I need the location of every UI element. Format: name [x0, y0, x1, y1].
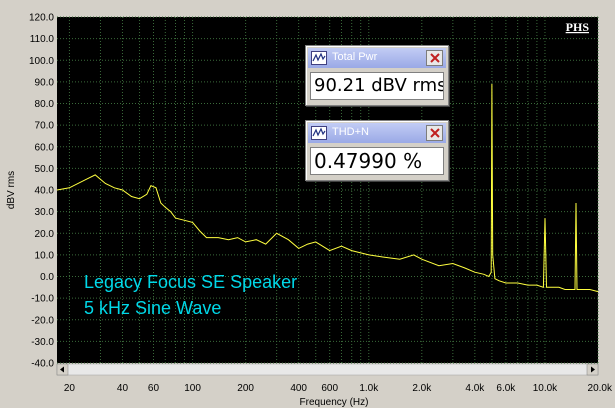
x-tick-label: 10.0k [533, 383, 558, 394]
y-tick-label: 80.0 [35, 99, 55, 110]
x-tick-label: 400 [290, 383, 307, 394]
close-icon [430, 53, 440, 63]
arrow-right-icon [591, 366, 595, 373]
meter-titlebar[interactable]: THD+N [308, 123, 446, 143]
close-button[interactable] [426, 50, 443, 66]
y-tick-label: 0.0 [40, 272, 54, 283]
y-tick-label: -20.0 [31, 315, 54, 326]
x-tick-label: 20 [64, 383, 76, 394]
close-button[interactable] [426, 125, 443, 141]
y-tick-label: 110.0 [30, 34, 55, 45]
horizontal-scrollbar[interactable] [56, 363, 599, 376]
thd-n-meter[interactable]: THD+N 0.47990 % [305, 120, 449, 181]
y-tick-label: 100.0 [29, 56, 54, 67]
total-power-meter[interactable]: Total Pwr 90.21 dBV rms [305, 45, 449, 106]
y-tick-label: 70.0 [35, 121, 55, 132]
x-tick-label: 2.0k [412, 383, 432, 394]
y-tick-label: -10.0 [31, 294, 54, 305]
meter-value: 0.47990 % [310, 147, 444, 175]
y-tick-label: 120.0 [29, 13, 54, 24]
x-tick-label: 40 [117, 383, 129, 394]
waveform-icon [311, 126, 327, 140]
y-tick-label: 40.0 [35, 186, 55, 197]
arrow-left-icon [60, 366, 64, 373]
y-axis: 120.0 110.0 100.0 90.0 80.0 70.0 60.0 50.0 40.0 3… [29, 13, 54, 370]
annotation-line-2: 5 kHz Sine Wave [84, 298, 221, 318]
meter-title: Total Pwr [332, 51, 378, 63]
x-axis-title: Frequency (Hz) [300, 397, 369, 408]
x-axis: 20 40 60 100 200 400 600 1.0k 2.0k 4.0k 6.0k 10.0k 2… [64, 383, 613, 394]
meter-value: 90.21 dBV rms [310, 72, 444, 100]
x-tick-label: 1.0k [359, 383, 379, 394]
x-tick-label: 600 [321, 383, 338, 394]
y-tick-label: 10.0 [35, 250, 55, 261]
phs-badge: PHS [566, 20, 590, 34]
y-tick-label: -40.0 [31, 359, 54, 370]
x-tick-label: 100 [184, 383, 201, 394]
y-tick-label: 50.0 [35, 164, 55, 175]
y-tick-label: 90.0 [35, 77, 55, 88]
meter-titlebar[interactable]: Total Pwr [308, 48, 446, 68]
close-icon [430, 128, 440, 138]
series-line [56, 83, 599, 293]
meter-title: THD+N [332, 126, 369, 138]
x-tick-label: 6.0k [496, 383, 516, 394]
x-tick-label: 4.0k [465, 383, 485, 394]
x-tick-label: 20.0k [588, 383, 613, 394]
x-tick-label: 200 [237, 383, 254, 394]
grid [57, 16, 599, 364]
y-axis-title: dBV rms [6, 171, 17, 209]
waveform-icon [311, 51, 327, 65]
x-tick-label: 60 [148, 383, 160, 394]
y-tick-label: 20.0 [35, 229, 55, 240]
annotation-line-1: Legacy Focus SE Speaker [84, 272, 297, 292]
y-tick-label: 30.0 [35, 207, 55, 218]
y-tick-label: 60.0 [35, 142, 55, 153]
y-tick-label: -30.0 [31, 337, 54, 348]
